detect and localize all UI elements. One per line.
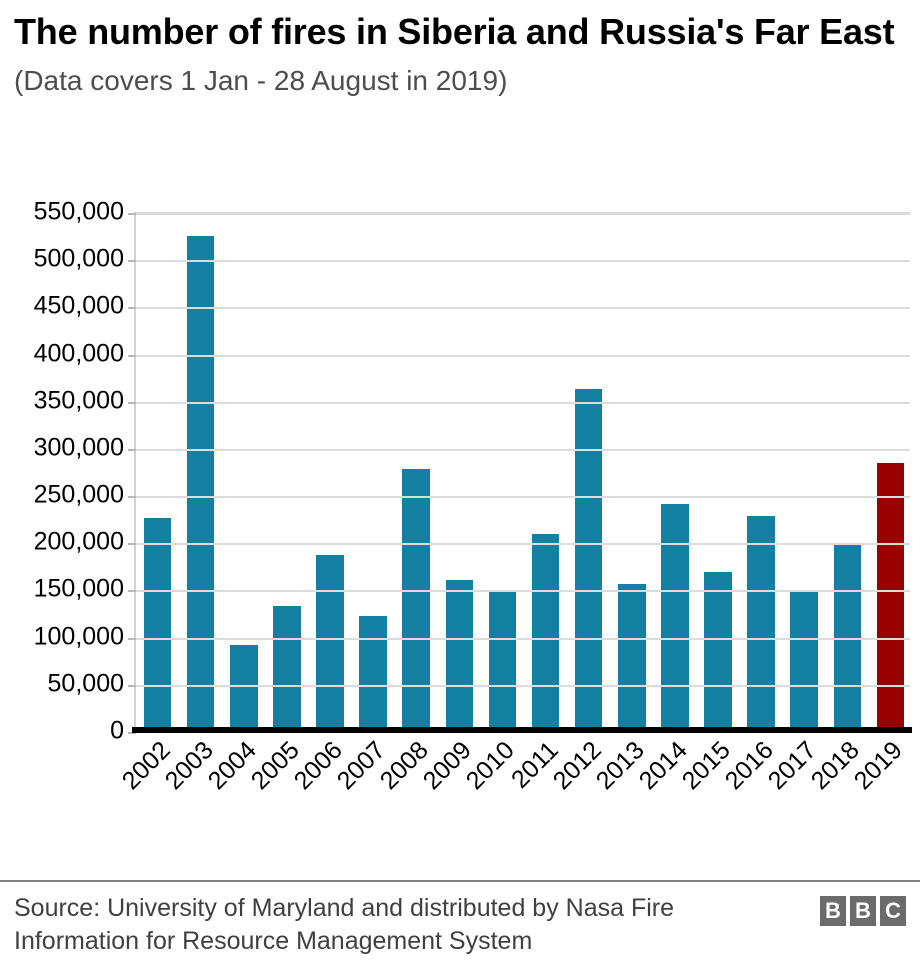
y-tick-label: 500,000 — [33, 244, 124, 273]
gridline — [136, 307, 910, 310]
gridline — [136, 401, 910, 404]
gridline — [136, 496, 910, 499]
y-tick-label: 100,000 — [33, 622, 124, 651]
y-tick-mark — [128, 496, 136, 499]
x-tick-label-2019: 2019 — [849, 736, 909, 796]
y-tick-mark — [128, 213, 136, 215]
bar-2019[interactable] — [876, 463, 905, 731]
gridline — [136, 543, 910, 546]
plot-area — [128, 212, 910, 734]
y-tick-mark — [128, 543, 136, 546]
y-tick-mark — [128, 732, 136, 734]
bbc-logo-letter-1: B — [820, 896, 846, 926]
footer-divider — [0, 880, 920, 882]
bar-2017[interactable] — [790, 591, 818, 731]
y-tick-label: 550,000 — [33, 197, 124, 226]
page-title: The number of fires in Siberia and Russi… — [14, 11, 895, 52]
bar-2005[interactable] — [273, 605, 301, 731]
bar-2012[interactable] — [574, 389, 603, 731]
bbc-logo-letter-2: B — [850, 896, 876, 926]
bar-2010[interactable] — [488, 591, 517, 731]
bar-2013[interactable] — [617, 583, 646, 731]
y-tick-label: 400,000 — [33, 339, 124, 368]
source-note: Source: University of Maryland and distr… — [14, 894, 675, 955]
y-tick-mark — [128, 590, 136, 593]
x-axis: 2002 2003 2004 2005 2006 2007 2008 2009 2010 2011… — [116, 736, 910, 856]
y-tick-label: 150,000 — [33, 574, 124, 603]
gridline — [136, 260, 910, 263]
bar-2011[interactable] — [531, 533, 560, 731]
y-tick-label: 250,000 — [33, 480, 124, 509]
y-tick-mark — [128, 401, 136, 404]
bar-2008[interactable] — [402, 468, 430, 731]
bar-2015[interactable] — [704, 572, 732, 731]
bar-2006[interactable] — [316, 554, 344, 731]
bbc-logo-letter-3: C — [880, 896, 906, 926]
gridline — [136, 637, 910, 640]
chart-footer: Source: University of Maryland and distr… — [0, 892, 920, 968]
chart-header: The number of fires in Siberia and Russi… — [0, 0, 920, 98]
y-tick-label: 200,000 — [33, 527, 124, 556]
y-tick-mark — [128, 448, 136, 451]
y-tick-mark — [128, 307, 136, 310]
y-axis: 550,000 500,000 450,000 400,000 350,000 300,0… — [0, 196, 124, 745]
chart-plot-wrapper: 550,000 500,000 450,000 400,000 350,000 300,0… — [0, 196, 920, 856]
y-tick-label: 50,000 — [47, 669, 124, 698]
bar-2002[interactable] — [143, 517, 172, 731]
y-tick-label: 450,000 — [33, 291, 124, 320]
y-tick-label: 300,000 — [33, 433, 124, 462]
y-tick-mark — [128, 260, 136, 263]
y-tick-label: 0 — [110, 716, 124, 745]
y-tick-mark — [128, 684, 136, 687]
y-tick-mark — [128, 354, 136, 357]
y-tick-label: 350,000 — [33, 386, 124, 415]
gridline — [136, 213, 910, 215]
gridline — [136, 354, 910, 357]
bar-2016[interactable] — [747, 515, 775, 731]
bars-layer — [136, 214, 910, 731]
bar-2003[interactable] — [186, 235, 215, 731]
bar-2004[interactable] — [229, 645, 258, 731]
bar-2014[interactable] — [661, 503, 689, 731]
bar-2009[interactable] — [445, 580, 474, 731]
bar-2007[interactable] — [359, 615, 387, 731]
chart-subtitle: (Data covers 1 Jan - 28 August in 2019) — [14, 64, 508, 96]
y-tick-mark — [128, 637, 136, 640]
gridline — [136, 448, 910, 451]
gridline — [136, 684, 910, 687]
x-axis-baseline — [132, 727, 912, 733]
gridline — [136, 590, 910, 593]
